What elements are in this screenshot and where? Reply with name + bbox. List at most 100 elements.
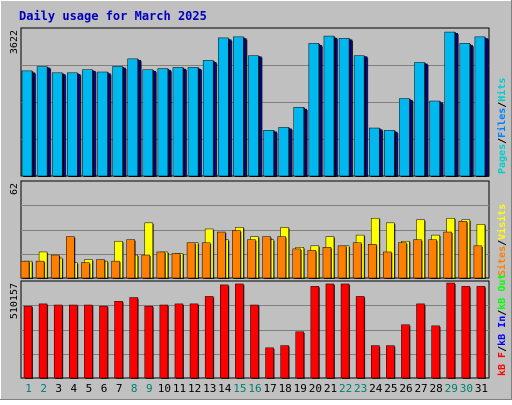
hits-bar <box>97 71 108 177</box>
x-tick-label: 1 <box>25 382 32 395</box>
sites-bar <box>322 247 332 279</box>
x-tick-label: 28 <box>430 382 443 395</box>
legend-entry: kB In <box>497 316 508 346</box>
kb-panel <box>20 280 490 379</box>
x-tick-label: 26 <box>399 382 412 395</box>
hits-bar <box>353 55 365 177</box>
legend-entry: Files <box>496 108 508 138</box>
x-tick-label: 21 <box>324 382 337 395</box>
sites-bar <box>337 245 347 279</box>
kb-f-bar <box>114 301 123 379</box>
sites-bar <box>232 230 241 279</box>
x-tick-label: 7 <box>116 382 123 395</box>
kb-f-bar <box>220 284 229 379</box>
kb-max-label: 510157 <box>9 283 20 319</box>
legend-entry: Visits <box>496 204 508 240</box>
hits-bar <box>233 36 244 177</box>
kb-f-bar <box>159 304 169 379</box>
kb-f-bar <box>174 303 184 379</box>
hits-bar <box>474 36 486 177</box>
x-tick-label: 15 <box>233 382 246 395</box>
sites-bar <box>247 239 256 279</box>
hits-bar <box>278 127 289 177</box>
kb-f-bar <box>38 303 48 379</box>
legend-entry: Hits <box>496 78 508 102</box>
hits-bar <box>21 70 33 177</box>
hits-bar <box>218 37 229 177</box>
sites-bar <box>307 250 317 279</box>
hits-bar <box>338 38 350 177</box>
kb-legend-text: kB F/kB In/kB Out <box>497 274 508 376</box>
sites-bar <box>141 254 151 279</box>
sites-bar <box>156 251 166 279</box>
x-tick-label: 4 <box>71 382 78 395</box>
x-tick-label: 16 <box>248 382 261 395</box>
kb-f-bar <box>401 324 410 379</box>
kb-f-bar <box>446 282 455 379</box>
kb-f-bar <box>386 345 395 379</box>
kb-f-bar <box>99 305 108 379</box>
x-tick-label: 2 <box>40 382 47 395</box>
chart-panels: 3622Pages/Files/Hits62Sites/Visits510157… <box>9 27 508 379</box>
x-tick-label: 10 <box>158 382 171 395</box>
x-tick-label: 9 <box>146 382 153 395</box>
x-tick-label: 18 <box>279 382 292 395</box>
sites-bar <box>20 260 30 279</box>
hits-bar <box>308 43 320 177</box>
sites-bar <box>126 239 135 279</box>
sites-bar <box>96 259 105 279</box>
sites-bar <box>352 242 362 279</box>
hits-bar <box>263 130 274 177</box>
legend-entry: / <box>497 138 508 144</box>
sites-bar <box>292 248 301 279</box>
sites-bar <box>186 242 196 279</box>
sites-bar <box>217 231 226 279</box>
sites-bar <box>50 254 60 279</box>
hits-bar <box>36 66 48 177</box>
legend-entry: Pages <box>497 144 508 174</box>
hits-bar <box>248 55 259 177</box>
hits-bar <box>384 130 395 177</box>
x-tick-label: 29 <box>445 382 458 395</box>
x-tick-label: 6 <box>101 382 108 395</box>
kb-f-bar <box>84 304 93 379</box>
x-tick-label: 11 <box>173 382 186 395</box>
hits-files-pages-legend-text: Pages/Files/Hits <box>496 78 508 174</box>
x-tick-label: 22 <box>339 382 352 395</box>
hits-bar <box>429 100 440 177</box>
kb-max-value: 510157 <box>9 283 20 319</box>
x-tick-label: 8 <box>131 382 138 395</box>
legend-entry: kB Out <box>497 274 508 310</box>
x-tick-label: 5 <box>86 382 93 395</box>
kb-f-bar <box>461 286 471 379</box>
sites-bar <box>66 236 75 279</box>
kb-f-bar <box>325 283 335 379</box>
kb-f-bar <box>250 304 259 379</box>
hits-bar <box>414 62 425 177</box>
hits-bar <box>142 69 154 177</box>
hits-bar <box>323 35 335 177</box>
hits-bar <box>293 107 304 177</box>
x-axis-labels: 1 2 3 4 5 6 7 8 9 10 11 12 13 14 15 16 17 18 19 20 21 22 23 24 2… <box>25 382 488 395</box>
hits-bar <box>202 60 214 177</box>
hits-bar <box>187 67 199 177</box>
legend-entry: / <box>497 310 508 316</box>
hits-bar <box>157 68 169 177</box>
x-tick-label: 24 <box>369 382 383 395</box>
hits-bar <box>368 127 380 177</box>
sites-bar <box>473 245 483 279</box>
x-tick-label: 19 <box>294 382 307 395</box>
sites-bar <box>35 260 45 279</box>
kb-f-bar <box>144 305 154 379</box>
kb-f-bar <box>189 303 199 379</box>
visits-sites-panel <box>20 180 490 279</box>
sites-bar <box>81 262 90 279</box>
kb-f-bar <box>431 325 440 379</box>
kb-f-bar <box>23 305 33 379</box>
kb-f-bar <box>340 283 350 379</box>
legend-entry: / <box>497 102 508 108</box>
sites-bar <box>428 239 437 279</box>
visits-sites-max-label: 62 <box>9 183 20 195</box>
sites-bar <box>171 253 181 279</box>
